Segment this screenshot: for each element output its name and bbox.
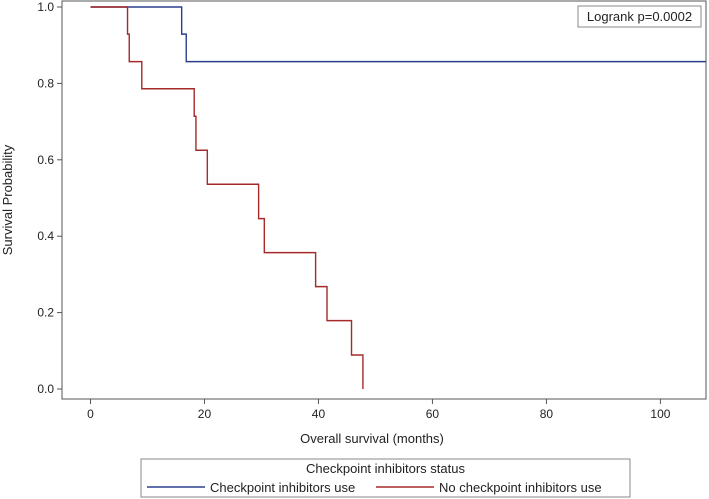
logrank-box [577, 5, 702, 28]
y-axis-title: Survival Probability [0, 144, 15, 255]
y-tick-label: 0.4 [37, 229, 54, 243]
survival-curve-checkpoint-use [90, 6, 706, 63]
plot-frame [61, 0, 707, 400]
x-tick-label: 80 [540, 407, 554, 421]
x-axis-title: Overall survival (months) [300, 431, 444, 446]
legend-title: Checkpoint inhibitors status [306, 461, 465, 476]
legend-label: Checkpoint inhibitors use [210, 480, 355, 495]
x-tick-label: 60 [426, 407, 440, 421]
y-tick-label: 1.0 [37, 0, 54, 14]
y-tick-label: 0.0 [37, 382, 54, 396]
legend-label: No checkpoint inhibitors use [439, 480, 602, 495]
x-tick-label: 100 [650, 407, 670, 421]
y-tick-label: 0.6 [37, 153, 54, 167]
y-axis: 0.0 0.2 0.4 0.6 0.8 1.0 [37, 0, 62, 396]
x-axis: 0 20 40 60 80 100 [87, 399, 671, 421]
legend-box [140, 458, 631, 498]
y-tick-label: 0.8 [37, 76, 54, 90]
x-tick-label: 40 [312, 407, 326, 421]
x-tick-label: 20 [198, 407, 212, 421]
series-group [90, 6, 706, 389]
x-tick-label: 0 [87, 407, 94, 421]
logrank-annotation: Logrank p=0.0002 [587, 9, 692, 24]
legend-items: Checkpoint inhibitors use No checkpoint i… [147, 480, 602, 495]
survival-curve-no-checkpoint-use [90, 6, 364, 389]
y-tick-label: 0.2 [37, 306, 54, 320]
